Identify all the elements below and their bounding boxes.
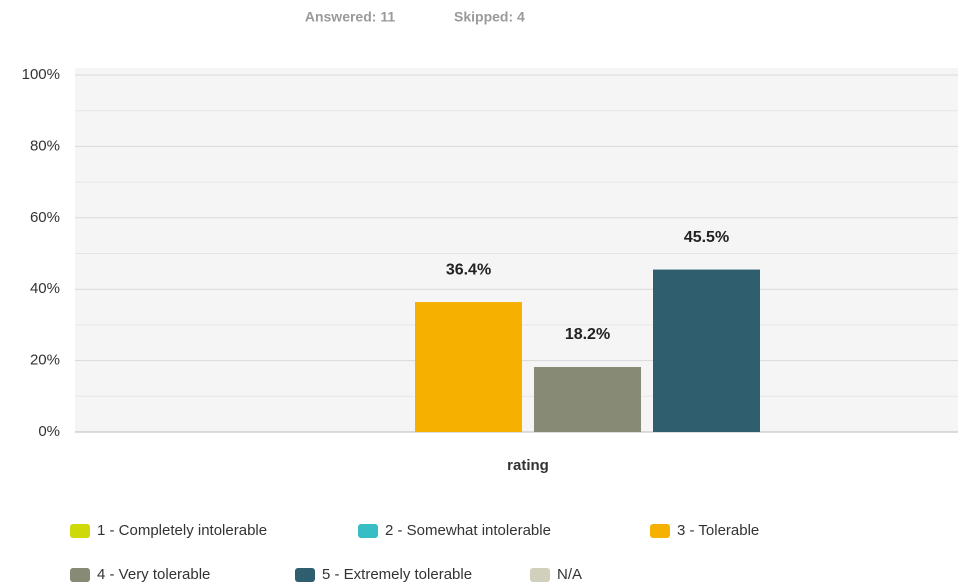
bar bbox=[534, 367, 641, 432]
y-tick-label: 40% bbox=[30, 280, 60, 297]
legend-label: 2 - Somewhat intolerable bbox=[385, 522, 551, 539]
value-label: 36.4% bbox=[446, 261, 491, 278]
bar bbox=[653, 269, 760, 432]
bar bbox=[415, 302, 522, 432]
legend-swatch bbox=[530, 568, 550, 582]
legend-label: 1 - Completely intolerable bbox=[97, 522, 267, 539]
legend-swatch bbox=[358, 524, 378, 538]
legend-swatch bbox=[70, 568, 90, 582]
legend-label: 3 - Tolerable bbox=[677, 522, 759, 539]
x-axis-label: rating bbox=[507, 457, 549, 474]
answered: Answered: 11 bbox=[305, 9, 395, 25]
y-tick-label: 60% bbox=[30, 209, 60, 226]
y-tick-label: 20% bbox=[30, 352, 60, 369]
legend-swatch bbox=[295, 568, 315, 582]
value-label: 45.5% bbox=[684, 229, 729, 246]
skipped: Skipped: 4 bbox=[454, 9, 525, 25]
y-tick-label: 80% bbox=[30, 137, 60, 154]
legend-swatch bbox=[70, 524, 90, 538]
legend-label: 4 - Very tolerable bbox=[97, 566, 210, 583]
value-label: 18.2% bbox=[565, 326, 610, 343]
legend-swatch bbox=[650, 524, 670, 538]
y-tick-label: 0% bbox=[38, 423, 60, 440]
y-tick-label: 100% bbox=[22, 66, 60, 83]
legend-label: N/A bbox=[557, 566, 582, 583]
legend-label: 5 - Extremely tolerable bbox=[322, 566, 472, 583]
